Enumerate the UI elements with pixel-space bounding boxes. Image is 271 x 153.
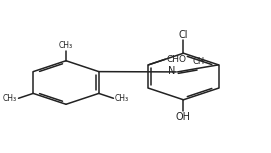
Text: Cl: Cl bbox=[179, 30, 188, 40]
Text: OH: OH bbox=[176, 112, 191, 122]
Text: CH: CH bbox=[192, 57, 205, 66]
Text: CHO: CHO bbox=[166, 55, 186, 64]
Text: CH₃: CH₃ bbox=[3, 94, 17, 103]
Text: CH₃: CH₃ bbox=[59, 41, 73, 50]
Text: CH₃: CH₃ bbox=[115, 94, 129, 103]
Text: N: N bbox=[167, 66, 175, 76]
